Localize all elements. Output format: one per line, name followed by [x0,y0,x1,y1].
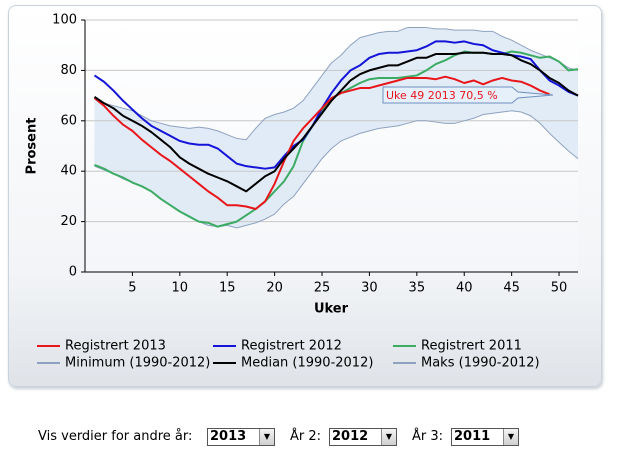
year-value: 2013 [210,429,247,444]
series-line [93,51,579,193]
tooltip-box [382,86,554,104]
y-tick-label: 100 [52,13,77,28]
year-value: 2012 [332,429,369,444]
legend-label: Median (1990-2012) [241,356,373,371]
range-band [94,27,578,228]
x-tick-label: 25 [314,281,331,296]
controls-label-3: År 3: [412,429,444,444]
y-tick-label: 0 [69,265,77,280]
y-tick-label: 80 [60,63,77,78]
legend-label: Registrert 2012 [241,339,342,354]
year-value: 2011 [454,429,491,444]
x-tick-label: 35 [409,281,426,296]
series-line [93,75,550,210]
dropdown-arrow: ▼ [503,429,518,445]
x-tick-label: 20 [266,281,283,296]
year-select-1[interactable]: 2013 ▼ [207,428,275,446]
year-select-3[interactable]: 2011 ▼ [451,428,519,446]
y-tick-label: 40 [60,164,77,179]
year-select-2[interactable]: 2012 ▼ [329,428,397,446]
y-tick-label: 60 [60,113,77,128]
series-line [94,27,579,141]
y-axis-title: Prosent [25,118,40,175]
legend-label: Maks (1990-2012) [421,356,540,371]
legend-label: Minimum (1990-2012) [65,356,210,371]
x-tick-label: 40 [456,281,473,296]
dropdown-arrow: ▼ [259,429,274,445]
series-line [93,40,579,170]
x-tick-label: 5 [128,281,136,296]
tooltip-text: Uke 49 2013 70,5 % [386,89,498,102]
x-tick-label: 45 [503,281,520,296]
legend-label: Registrert 2013 [65,339,166,354]
x-tick-label: 50 [551,281,568,296]
chart: Prosent Uker 0 20 40 60 80 100 5 10 15 20 25 30 35 40… [25,13,579,371]
legend-label: Registrert 2011 [421,339,522,354]
x-tick-label: 10 [172,281,189,296]
x-tick-label: 30 [361,281,378,296]
controls-label-2: År 2: [290,429,322,444]
dropdown-arrow: ▼ [381,429,396,445]
x-tick-label: 15 [219,281,236,296]
controls-label: Vis verdier for andre år: [38,429,193,444]
x-axis-title: Uker [314,302,349,317]
y-tick-label: 20 [60,214,77,229]
